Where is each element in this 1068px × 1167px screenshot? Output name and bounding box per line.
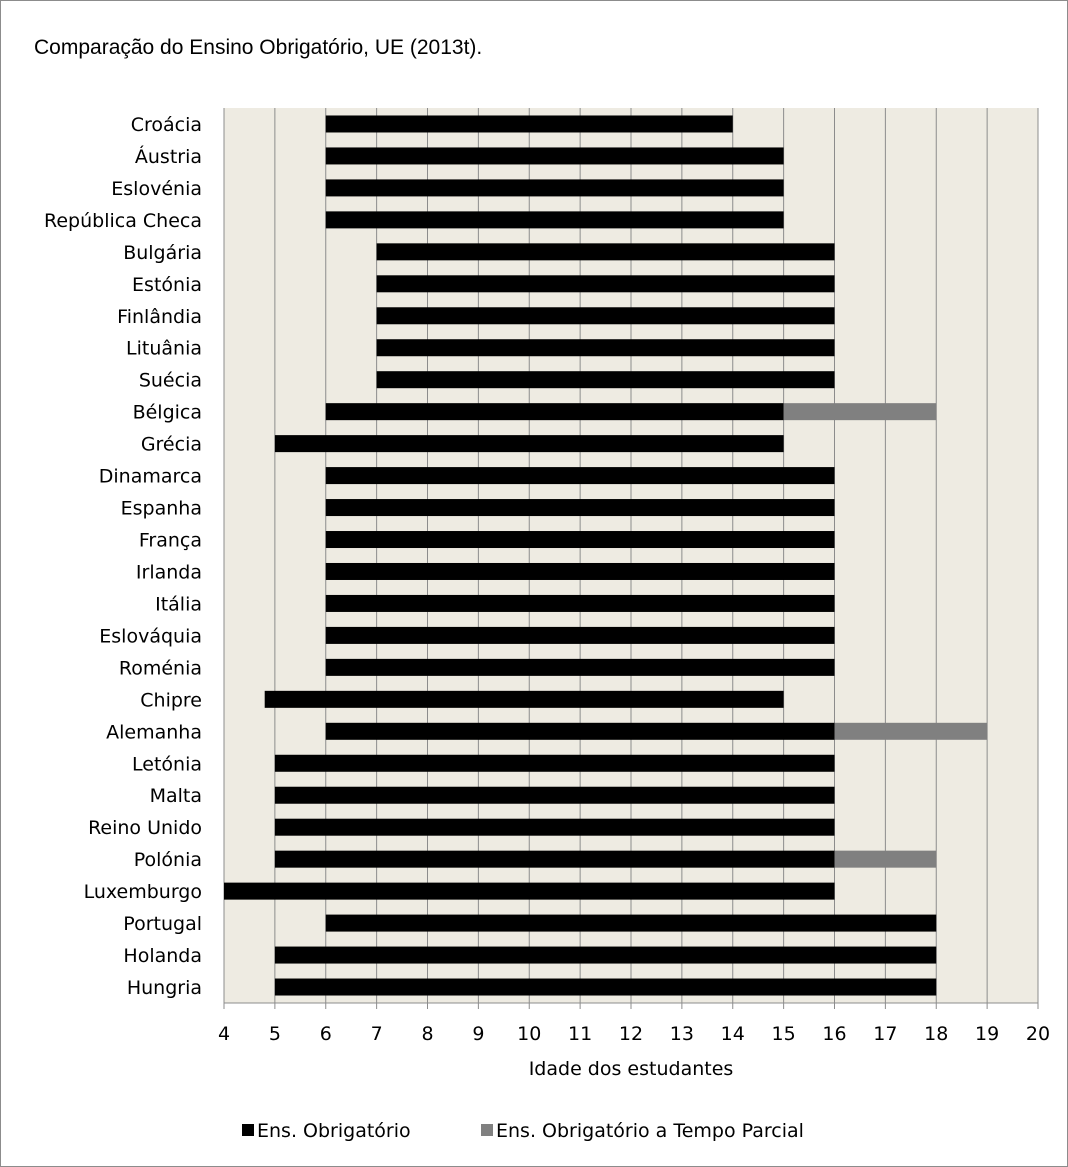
legend-swatch bbox=[481, 1124, 493, 1136]
bar-obrigatorio bbox=[264, 690, 784, 708]
category-label: Letónia bbox=[132, 753, 202, 775]
x-tick-label: 4 bbox=[218, 1023, 230, 1045]
bar-obrigatorio bbox=[325, 499, 835, 517]
bar-obrigatorio bbox=[376, 371, 835, 389]
category-labels: Croácia Áustria Eslovénia República Checa Bu… bbox=[44, 114, 202, 999]
bar-obrigatorio bbox=[274, 850, 835, 868]
category-label: Portugal bbox=[123, 913, 202, 935]
category-label: Dinamarca bbox=[99, 466, 202, 488]
x-tick-label: 9 bbox=[472, 1023, 484, 1045]
bar-obrigatorio bbox=[325, 594, 835, 612]
bar-obrigatorio bbox=[224, 882, 835, 900]
bar-obrigatorio bbox=[325, 626, 835, 644]
category-label: Malta bbox=[150, 785, 202, 807]
bar-obrigatorio bbox=[325, 562, 835, 580]
bar-obrigatorio bbox=[325, 658, 835, 676]
bar-obrigatorio bbox=[325, 467, 835, 485]
x-tick-label: 7 bbox=[371, 1023, 383, 1045]
category-label: Holanda bbox=[123, 945, 202, 967]
plot-area bbox=[223, 108, 1039, 1009]
bar-obrigatorio bbox=[325, 115, 733, 133]
legend-swatch bbox=[242, 1124, 254, 1136]
x-tick-label: 16 bbox=[822, 1023, 846, 1045]
category-label: Estónia bbox=[132, 274, 202, 296]
x-tick-label: 14 bbox=[721, 1023, 745, 1045]
bar-tempo-parcial bbox=[783, 403, 937, 421]
x-tick-label: 20 bbox=[1026, 1023, 1050, 1045]
category-label: Luxemburgo bbox=[84, 881, 202, 903]
category-label: Roménia bbox=[119, 657, 202, 679]
legend-label: Ens. Obrigatório a Tempo Parcial bbox=[496, 1120, 804, 1142]
bar-obrigatorio bbox=[274, 786, 835, 804]
category-label: Bélgica bbox=[133, 402, 202, 424]
bar-obrigatorio bbox=[376, 243, 835, 261]
bar-obrigatorio bbox=[325, 914, 937, 932]
chart-title: Comparação do Ensino Obrigatório, UE (20… bbox=[34, 36, 483, 59]
bar-obrigatorio bbox=[325, 531, 835, 549]
x-tick-label: 8 bbox=[421, 1023, 433, 1045]
x-tick-label: 12 bbox=[619, 1023, 643, 1045]
x-tick-labels: 4 5 6 7 8 9 10 11 12 13 14 15 16 17 18 19 20 bbox=[218, 1023, 1050, 1045]
category-label: República Checa bbox=[44, 210, 202, 232]
legend: Ens. Obrigatório Ens. Obrigatório a Tempo… bbox=[242, 1120, 804, 1142]
x-tick-label: 15 bbox=[772, 1023, 796, 1045]
category-label: Eslováquia bbox=[99, 625, 202, 647]
bar-obrigatorio bbox=[325, 147, 784, 165]
bar-obrigatorio bbox=[376, 275, 835, 293]
category-label: Eslovénia bbox=[111, 178, 202, 200]
bar-tempo-parcial bbox=[834, 850, 937, 868]
category-label: Lituânia bbox=[126, 338, 202, 360]
x-tick-label: 10 bbox=[517, 1023, 541, 1045]
category-label: Alemanha bbox=[106, 721, 202, 743]
bar-obrigatorio bbox=[274, 978, 937, 996]
x-tick-label: 5 bbox=[269, 1023, 281, 1045]
bar-obrigatorio bbox=[274, 435, 784, 453]
bar-obrigatorio bbox=[274, 946, 937, 964]
category-label: Itália bbox=[155, 593, 202, 615]
bar-obrigatorio bbox=[274, 754, 835, 772]
bar-obrigatorio bbox=[376, 339, 835, 357]
bar-obrigatorio bbox=[325, 403, 784, 421]
x-tick-label: 18 bbox=[924, 1023, 948, 1045]
category-label: Croácia bbox=[131, 114, 202, 136]
category-label: Espanha bbox=[121, 498, 202, 520]
category-label: Polónia bbox=[134, 849, 202, 871]
x-axis-label: Idade dos estudantes bbox=[529, 1058, 734, 1080]
x-tick-label: 13 bbox=[670, 1023, 694, 1045]
bar-obrigatorio bbox=[325, 722, 835, 740]
bar-tempo-parcial bbox=[834, 722, 988, 740]
category-label: Reino Unido bbox=[88, 817, 202, 839]
category-label: Irlanda bbox=[136, 561, 202, 583]
category-label: Suécia bbox=[139, 370, 202, 392]
bar-obrigatorio bbox=[376, 307, 835, 325]
category-label: Áustria bbox=[135, 145, 202, 168]
category-label: Finlândia bbox=[117, 306, 202, 328]
category-label: Hungria bbox=[127, 977, 202, 999]
legend-label: Ens. Obrigatório bbox=[257, 1120, 411, 1142]
bar-obrigatorio bbox=[325, 179, 784, 197]
x-tick-label: 19 bbox=[975, 1023, 999, 1045]
x-tick-label: 17 bbox=[873, 1023, 897, 1045]
bar-obrigatorio bbox=[325, 211, 784, 229]
x-tick-label: 11 bbox=[568, 1023, 592, 1045]
bar-obrigatorio bbox=[274, 818, 835, 836]
category-label: Bulgária bbox=[123, 242, 202, 264]
category-label: Grécia bbox=[141, 434, 202, 456]
category-label: Chipre bbox=[140, 689, 202, 711]
category-label: França bbox=[139, 530, 202, 552]
x-tick-label: 6 bbox=[320, 1023, 332, 1045]
